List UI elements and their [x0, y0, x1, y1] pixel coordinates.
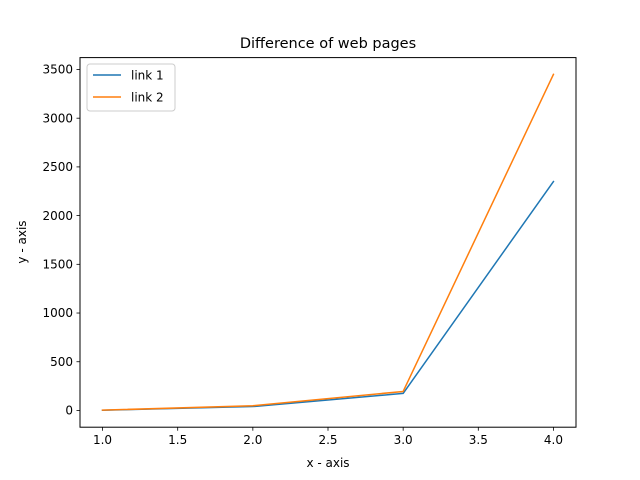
x-axis-label: x - axis: [306, 456, 349, 470]
x-tick-label: 3.5: [469, 433, 488, 447]
x-tick-label: 2.0: [243, 433, 262, 447]
chart-title: Difference of web pages: [240, 36, 416, 52]
x-tick-label: 1.0: [93, 433, 112, 447]
x-tick-label: 4.0: [544, 433, 563, 447]
y-axis-label: y - axis: [15, 220, 29, 263]
y-tick-label: 1500: [42, 258, 73, 272]
y-tick-label: 3000: [42, 111, 73, 125]
legend-label-link-1: link 1: [131, 69, 164, 83]
y-tick-label: 3500: [42, 63, 73, 77]
y-tick-label: 500: [50, 355, 73, 369]
y-tick-label: 0: [65, 404, 73, 418]
y-tick-label: 2500: [42, 160, 73, 174]
legend: link 1 link 2: [86, 63, 176, 112]
series-line-link-2: [101, 73, 555, 411]
x-tick-label: 1.5: [168, 433, 187, 447]
x-tick-label: 3.0: [394, 433, 413, 447]
plot-marks: [101, 73, 555, 412]
y-tick-label: 1000: [42, 306, 73, 320]
y-tick-label: 2000: [42, 209, 73, 223]
axis-ticks: 1.0 1.5 2.0 2.5 3.0 3.5 4.0 0 500 1000 1500 2000 250…: [42, 63, 563, 448]
legend-label-link-2: link 2: [131, 91, 164, 105]
plot-frame: [79, 57, 577, 428]
x-tick-label: 2.5: [318, 433, 337, 447]
